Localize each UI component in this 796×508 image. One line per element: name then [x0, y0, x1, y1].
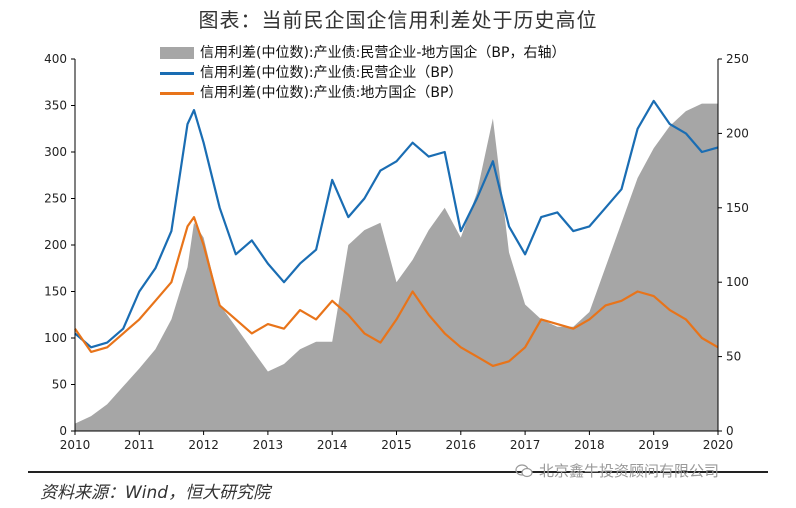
series-local-soe-line	[74, 216, 719, 367]
x-tick-label: 2012	[188, 438, 219, 452]
y-right-tick-label: 50	[726, 350, 741, 364]
legend-swatch-area	[160, 47, 194, 59]
y-left-tick-label: 350	[44, 99, 67, 113]
y-right-tick-label: 0	[726, 424, 734, 438]
x-tick-label: 2013	[253, 438, 284, 452]
x-tick-label: 2010	[60, 438, 91, 452]
legend-label-spread: 信用利差(中位数):产业债:民营企业-地方国企（BP，右轴）	[200, 45, 566, 61]
x-tick-label: 2020	[703, 438, 734, 452]
x-tick-label: 2018	[574, 438, 605, 452]
source-note: 资料来源：Wind，恒大研究院	[40, 483, 271, 503]
bottom-rule	[28, 471, 768, 473]
y-left-tick-label: 300	[44, 145, 67, 159]
y-right-tick-label: 200	[726, 126, 749, 140]
legend-label-local-soe: 信用利差(中位数):产业债:地方国企（BP）	[200, 85, 463, 101]
y-left-tick-label: 250	[44, 192, 67, 206]
legend-swatch-private	[160, 71, 194, 75]
legend: 信用利差(中位数):产业债:民营企业-地方国企（BP，右轴） 信用利差(中位数)…	[160, 43, 565, 103]
legend-swatch-local-soe	[160, 91, 194, 95]
x-tick-label: 2011	[124, 438, 155, 452]
wechat-icon	[515, 464, 533, 478]
legend-label-private: 信用利差(中位数):产业债:民营企业（BP）	[200, 65, 463, 81]
legend-item-local-soe: 信用利差(中位数):产业债:地方国企（BP）	[160, 83, 565, 103]
series-private-line	[74, 99, 719, 349]
legend-item-spread-area: 信用利差(中位数):产业债:民营企业-地方国企（BP，右轴）	[160, 43, 565, 63]
y-left-tick-label: 100	[44, 331, 67, 345]
y-right-tick-label: 250	[726, 52, 749, 66]
x-tick-label: 2015	[381, 438, 412, 452]
legend-item-private: 信用利差(中位数):产业债:民营企业（BP）	[160, 63, 565, 83]
series-spread-area	[75, 103, 718, 431]
y-left-tick-label: 50	[52, 378, 67, 392]
y-right-tick-label: 150	[726, 201, 749, 215]
figure-title: 图表：当前民企国企信用利差处于历史高位	[198, 8, 598, 32]
watermark: 北京鑫牛投资顾问有限公司	[515, 460, 719, 481]
y-left-tick-label: 0	[59, 424, 67, 438]
x-tick-label: 2014	[317, 438, 348, 452]
y-right-tick-label: 100	[726, 275, 749, 289]
y-left-tick-label: 400	[44, 52, 67, 66]
x-tick-label: 2019	[638, 438, 669, 452]
x-tick-label: 2017	[510, 438, 541, 452]
y-left-tick-label: 150	[44, 285, 67, 299]
watermark-text: 北京鑫牛投资顾问有限公司	[539, 462, 720, 480]
x-tick-label: 2016	[446, 438, 477, 452]
y-left-tick-label: 200	[44, 238, 67, 252]
